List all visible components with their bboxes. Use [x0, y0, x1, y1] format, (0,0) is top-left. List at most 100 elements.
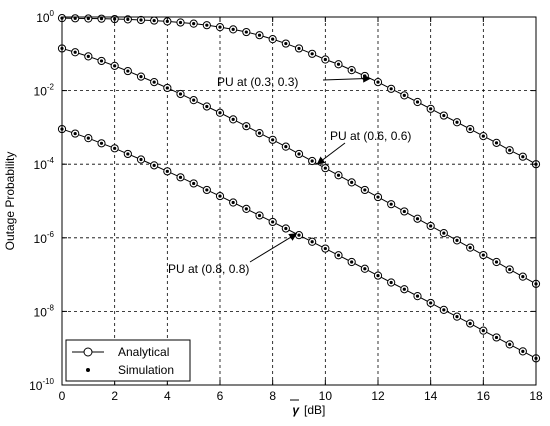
y-tick-label: 100 [36, 9, 54, 25]
simulation-point [218, 194, 222, 198]
simulation-point [494, 141, 499, 145]
simulation-point [402, 93, 406, 98]
y-tick-label: 10-10 [29, 377, 54, 393]
simulation-point [429, 107, 433, 111]
annotation-label: PU at (0.8, 0.8) [168, 262, 249, 276]
simulation-point [323, 57, 327, 62]
simulation-point [271, 37, 275, 41]
simulation-point [152, 80, 156, 84]
simulation-point [231, 200, 235, 205]
simulation-point [165, 169, 169, 173]
simulation-point [494, 260, 499, 264]
annotation-arrow [316, 142, 346, 165]
simulation-point [389, 202, 393, 206]
simulation-point [271, 138, 275, 142]
simulation-point [323, 246, 327, 251]
simulation-point [389, 87, 393, 91]
simulation-point [310, 240, 314, 244]
simulation-point [521, 349, 525, 353]
simulation-point [402, 287, 406, 291]
simulation-point [350, 68, 354, 72]
simulation-point [126, 17, 130, 22]
x-tick-label: 18 [529, 389, 543, 403]
simulation-point [192, 98, 196, 102]
simulation-point [73, 16, 77, 20]
simulation-point [455, 238, 459, 242]
simulation-point [178, 20, 183, 25]
legend-box [65, 339, 191, 382]
simulation-point [310, 159, 314, 163]
simulation-point [297, 46, 301, 51]
simulation-point [336, 62, 341, 66]
simulation-point [257, 33, 262, 37]
x-tick-label: 4 [164, 389, 171, 403]
simulation-point [494, 335, 499, 340]
simulation-point [429, 301, 433, 305]
x-tick-label: 14 [424, 389, 438, 403]
simulation-point [284, 41, 288, 46]
simulation-point [442, 308, 446, 312]
simulation-point [192, 22, 196, 26]
simulation-point [415, 294, 420, 298]
simulation-point [139, 75, 143, 79]
axis-ticks: 0 2 4 6 8 10 12 14 16 18 100 10-2 10-4 10-6 10-8 10-10 [29, 9, 543, 403]
simulation-point [508, 148, 512, 152]
simulation-point [508, 267, 512, 272]
annotation-arrow [322, 74, 372, 83]
simulation-point [244, 30, 248, 34]
simulation-point [257, 213, 262, 218]
x-tick-label: 0 [59, 389, 66, 403]
simulation-point [415, 100, 420, 104]
simulation-point [178, 92, 183, 96]
simulation-point [429, 224, 433, 228]
simulation-point [481, 253, 485, 257]
simulation-point [376, 80, 380, 84]
x-tick-label: 6 [217, 389, 224, 403]
simulation-point [192, 181, 196, 186]
simulation-point [481, 134, 485, 138]
simulation-point [218, 25, 222, 29]
x-tick-label: 16 [477, 389, 491, 403]
annotations: PU at (0.3, 0.3) PU at (0.6, 0.6) PU at (0… [168, 74, 411, 276]
simulation-point [415, 217, 420, 221]
simulation-point [244, 207, 248, 211]
legend-marker-dot [86, 368, 90, 372]
simulation-point [350, 260, 354, 264]
simulation-point [336, 173, 341, 177]
simulation-point [73, 131, 77, 136]
simulation-point [521, 275, 525, 279]
simulation-point [363, 74, 367, 78]
legend: Analytical Simulation [65, 339, 191, 382]
simulation-point [99, 141, 104, 145]
x-axis-symbol: γ [292, 403, 300, 417]
x-tick-label: 2 [111, 389, 118, 403]
y-tick-label: 10-6 [34, 230, 55, 246]
simulation-point [350, 180, 354, 185]
simulation-point [363, 188, 367, 192]
simulation-point [336, 253, 341, 257]
simulation-point [521, 155, 525, 159]
simulation-point [442, 231, 446, 235]
series-2 [57, 44, 541, 288]
y-axis-title: Outage Probability [3, 152, 17, 251]
simulation-point [455, 315, 459, 319]
plot-frame [61, 16, 537, 386]
simulation-point [271, 220, 275, 224]
simulation-point [468, 246, 472, 250]
simulation-point [178, 175, 183, 179]
simulation-point [99, 17, 104, 21]
simulation-point [363, 267, 367, 271]
simulation-point [508, 342, 512, 346]
simulation-point [139, 18, 143, 22]
simulation-point [139, 157, 143, 162]
simulation-point [126, 69, 130, 73]
simulation-point [218, 111, 222, 115]
series-3 [57, 124, 541, 363]
simulation-point [231, 27, 235, 32]
simulation-point [297, 233, 301, 237]
x-tick-label: 12 [371, 389, 385, 403]
y-tick-label: 10-4 [34, 156, 55, 172]
simulation-point [376, 195, 380, 199]
simulation-point [152, 18, 156, 23]
